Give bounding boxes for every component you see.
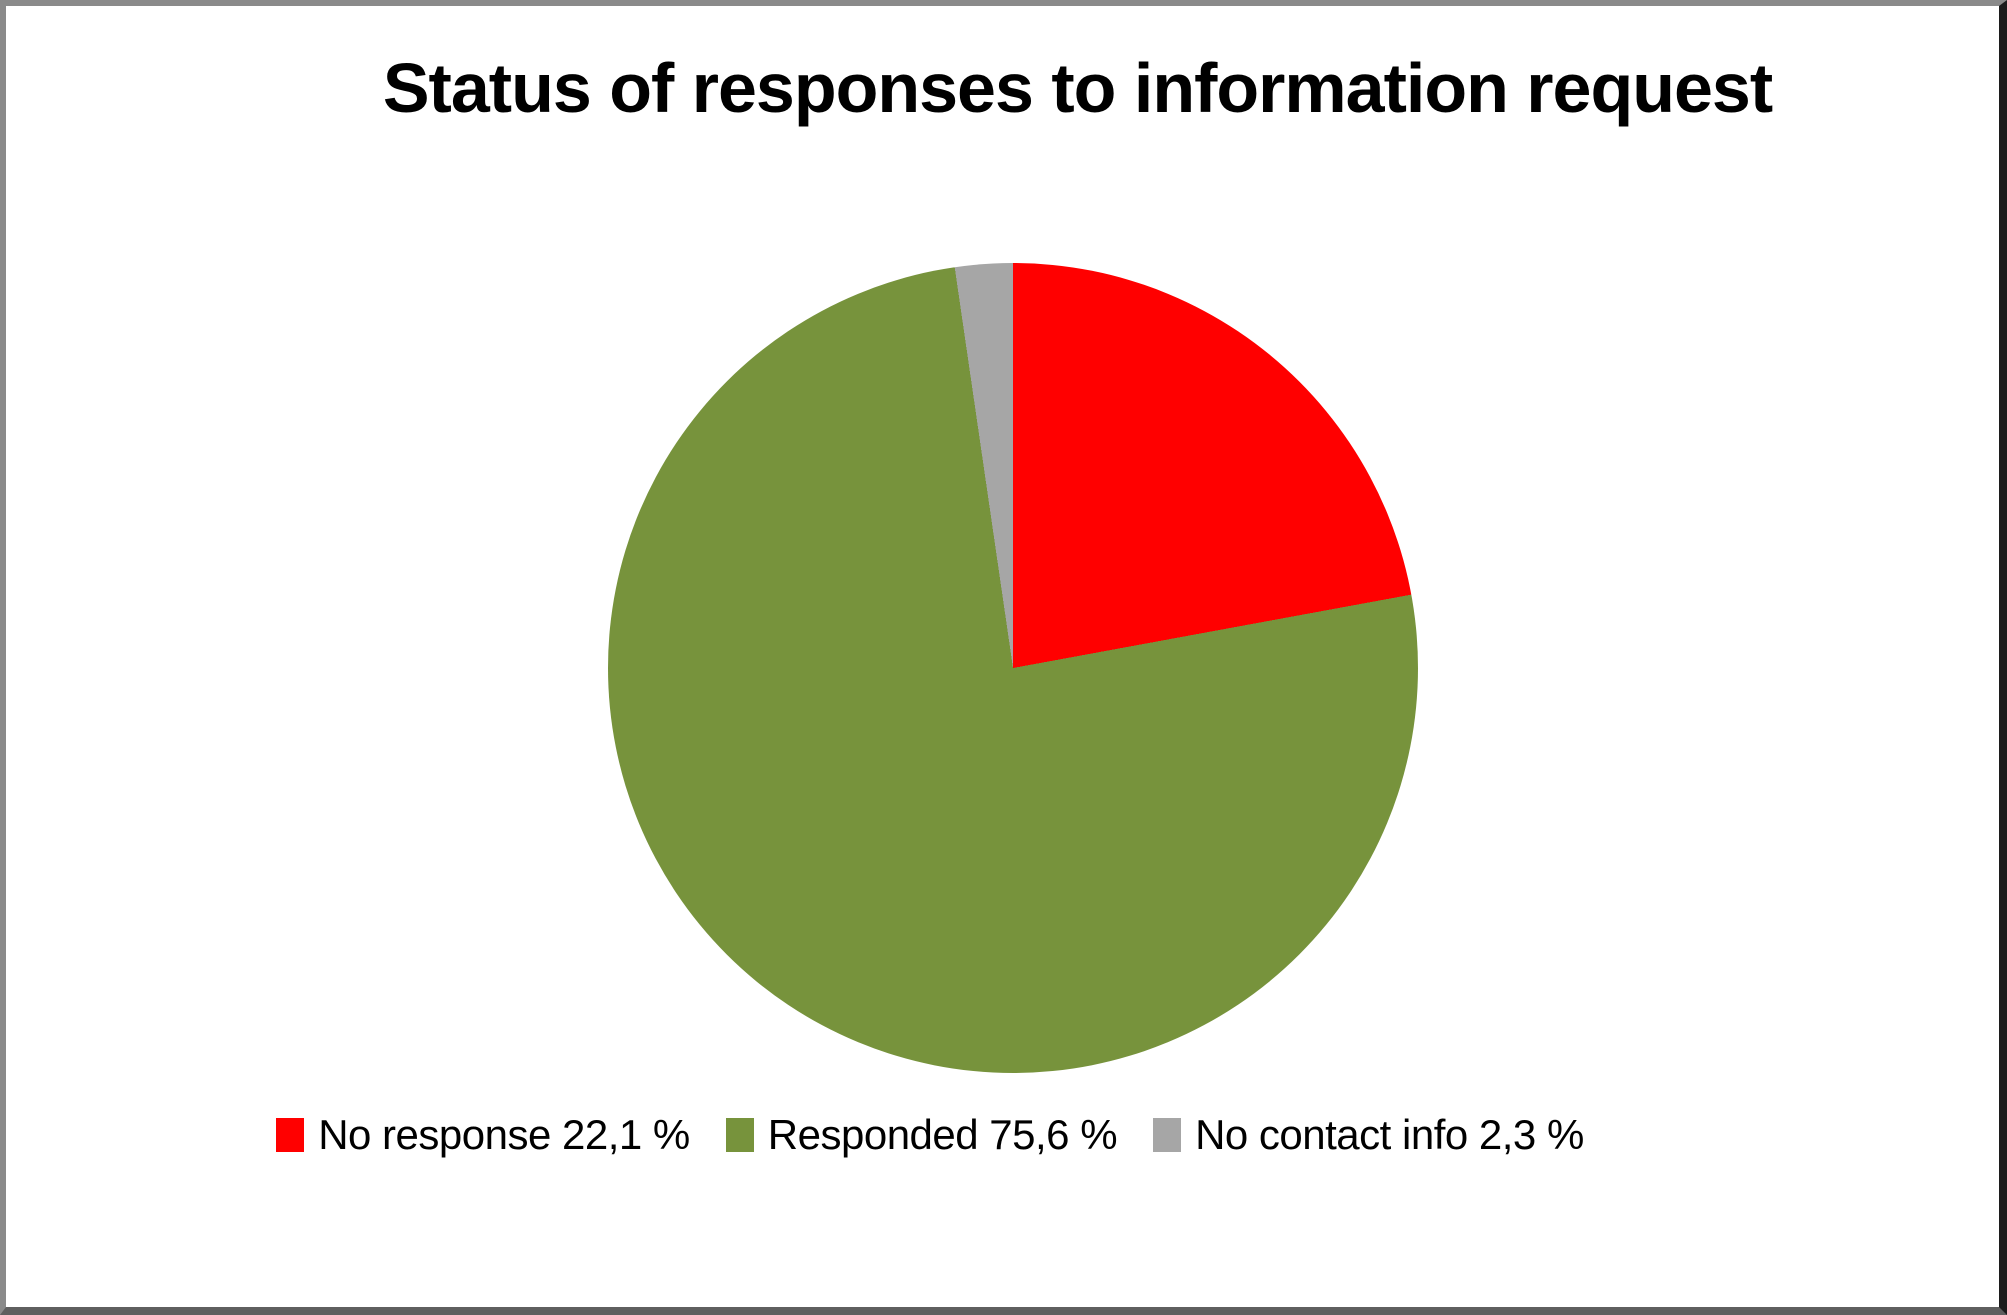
legend-swatch-no-contact-info-icon [1153,1118,1182,1152]
legend-item-responded: Responded 75,6 % [725,1111,1118,1158]
chart-title: Status of responses to information reque… [382,49,1773,127]
legend-label-no-response: No response 22,1 % [318,1111,690,1158]
legend-label-responded: Responded 75,6 % [767,1111,1118,1158]
legend-label-no-contact-info: No contact info 2,3 % [1195,1111,1584,1158]
legend-swatch-responded-icon [725,1118,754,1152]
legend-item-no-response: No response 22,1 % [276,1114,690,1156]
pie-chart [608,263,1418,1073]
chart-legend: No response 22,1 % Responded 75,6 % No c… [6,1104,1999,1166]
legend-swatch-no-response-icon [276,1118,305,1152]
legend-item-no-contact-info: No contact info 2,3 % [1153,1114,1584,1156]
